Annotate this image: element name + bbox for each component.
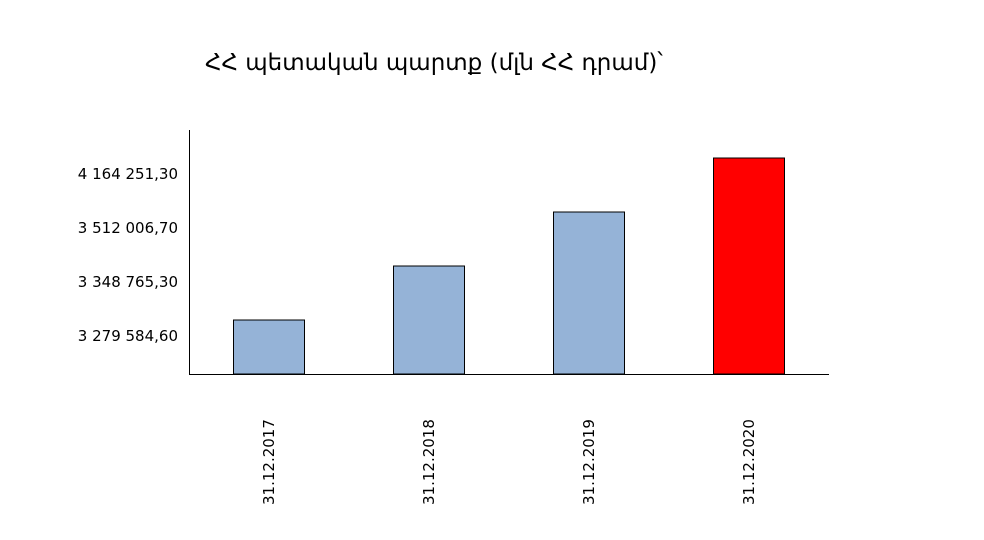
bar-31.12.2020 bbox=[713, 157, 785, 375]
x-tick-label: 31.12.2019 bbox=[580, 419, 598, 505]
bar-31.12.2017 bbox=[233, 319, 305, 375]
y-tick-label: 3 348 765,30 bbox=[78, 273, 178, 291]
x-tick-label: 31.12.2020 bbox=[740, 419, 758, 505]
chart-title: ՀՀ պետական պարտք (մլն ՀՀ դրամ)՝ bbox=[205, 50, 663, 76]
x-tick-label: 31.12.2018 bbox=[420, 419, 438, 505]
bars bbox=[233, 157, 785, 375]
bar-31.12.2019 bbox=[553, 211, 625, 375]
y-tick-label: 3 512 006,70 bbox=[78, 219, 178, 237]
x-axis-labels: 31.12.2017 31.12.2018 31.12.2019 31.12.2020 bbox=[260, 419, 758, 505]
y-axis-ticks: 3 279 584,60 3 348 765,30 3 512 006,70 4 16… bbox=[78, 165, 178, 345]
x-tick-label: 31.12.2017 bbox=[260, 419, 278, 505]
y-tick-label: 4 164 251,30 bbox=[78, 165, 178, 183]
y-tick-label: 3 279 584,60 bbox=[78, 327, 178, 345]
bar-31.12.2018 bbox=[393, 265, 465, 375]
